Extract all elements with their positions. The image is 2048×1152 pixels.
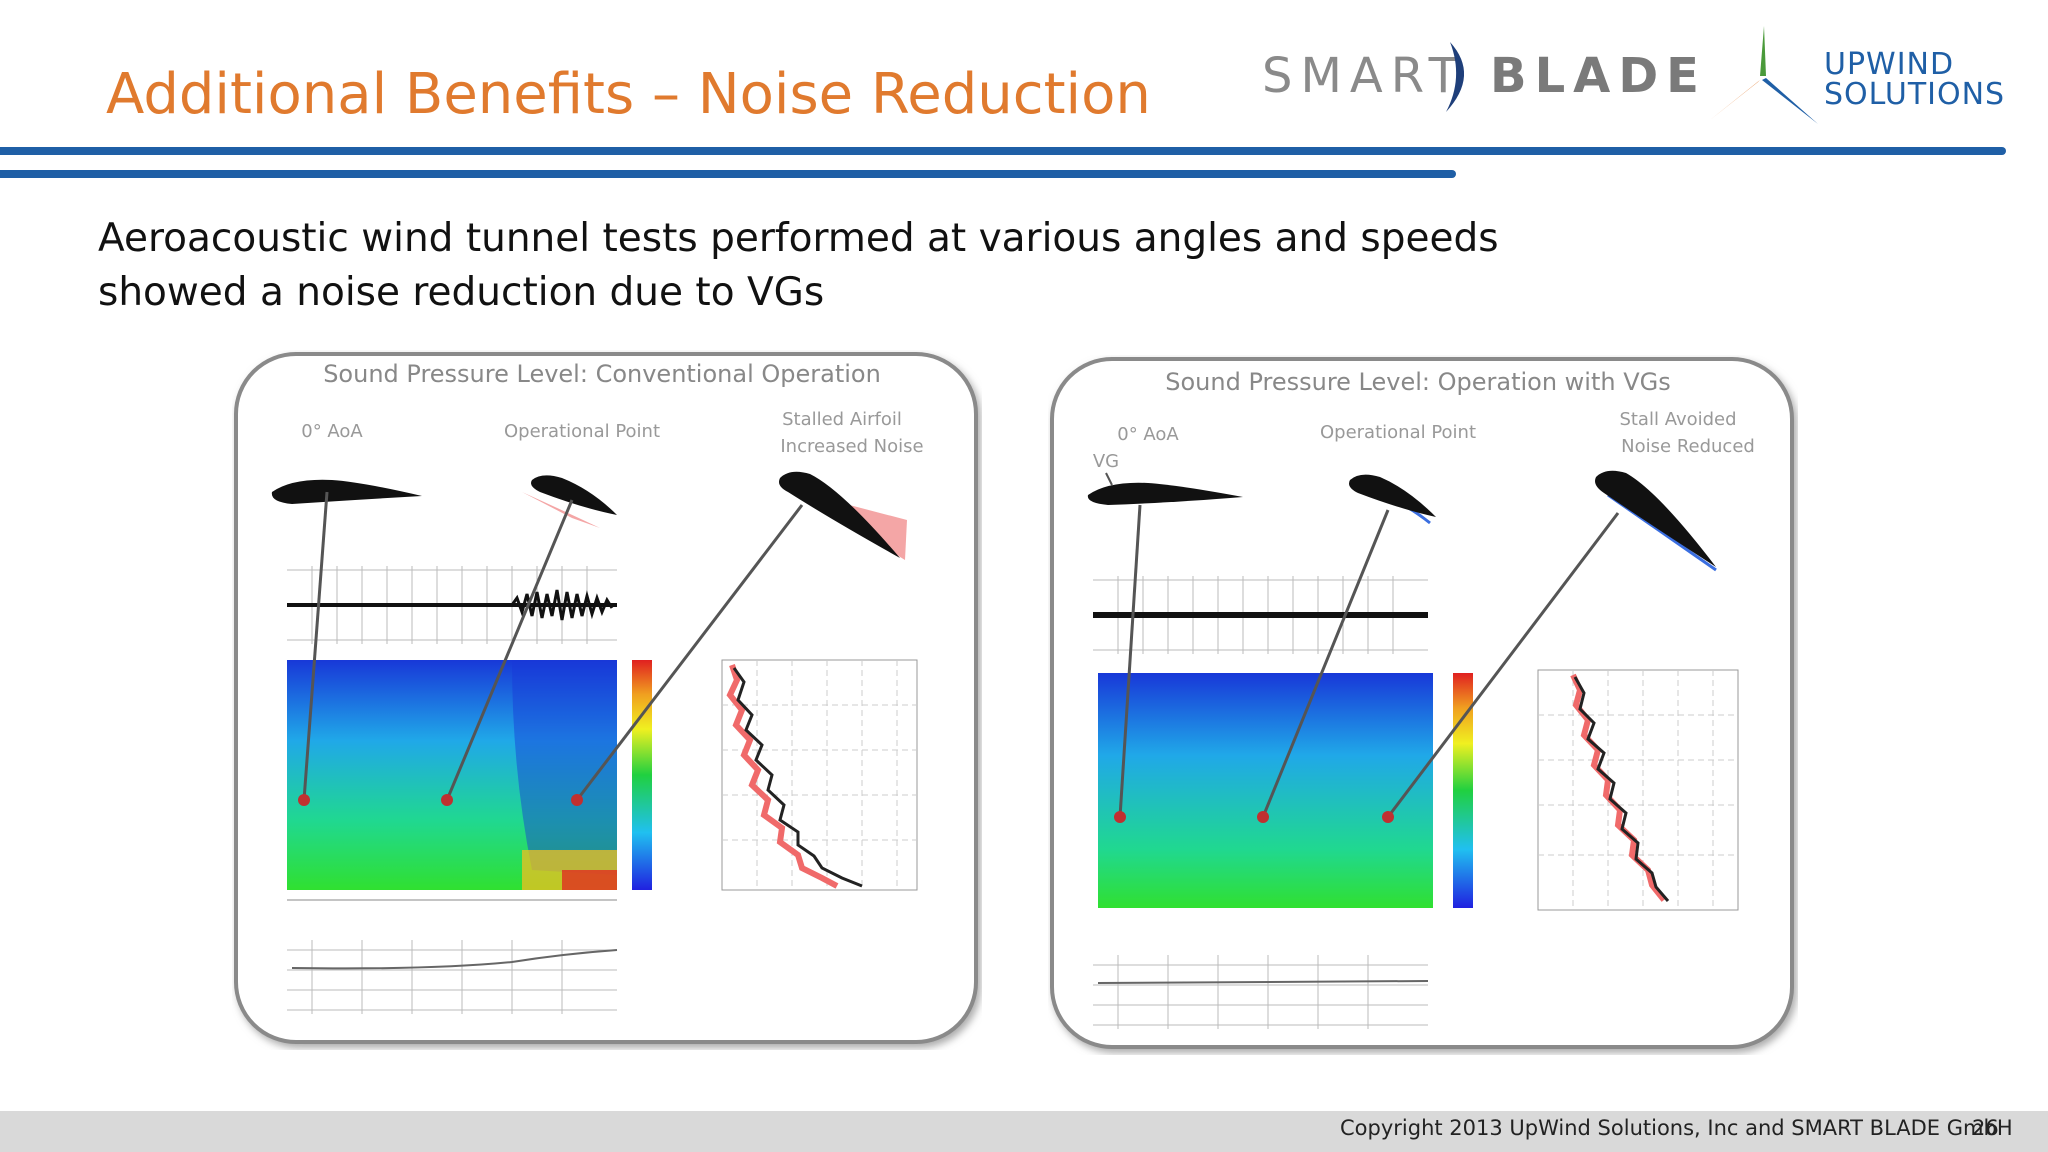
airfoil-op-flow [522, 492, 600, 528]
airfoil-0-aoa [271, 479, 422, 504]
marker-stall-avoided [1382, 811, 1394, 823]
label-operational-point: Operational Point [504, 421, 660, 442]
label-stall-line1: Stall Avoided [1619, 409, 1736, 430]
label-stall-line2: Noise Reduced [1621, 436, 1755, 457]
smart-blade-logo-word2: BLADE [1490, 48, 1707, 104]
time-signal-plot [287, 566, 617, 644]
label-aoa: 0° AoA [1117, 424, 1179, 445]
upwind-logo-line1: UPWIND [1824, 47, 1955, 82]
upwind-solutions-logo: UPWIND SOLUTIONS [1700, 20, 2010, 130]
airfoil-0-aoa [1087, 482, 1243, 505]
figure-conventional-graphic: Sound Pressure Level: Conventional Opera… [234, 352, 978, 1044]
page-number: 26 [1972, 1116, 1999, 1140]
slide-title: Additional Benefits – Noise Reduction [106, 62, 1151, 127]
spectrogram-area [1098, 673, 1433, 908]
smart-blade-logo: SMART BLADE [1262, 40, 1699, 120]
level-plot [1093, 955, 1429, 1029]
spectrogram-stall-band [512, 660, 617, 875]
airfoil-operational [531, 475, 617, 515]
marker-operational [1257, 811, 1269, 823]
upwind-logo-text: UPWIND SOLUTIONS [1824, 50, 2005, 110]
airfoil-stalled [779, 471, 900, 558]
blade-swoosh-icon [1446, 42, 1465, 112]
airfoil-stall-avoided [1595, 470, 1716, 567]
marker-stall [571, 794, 583, 806]
figure-title: Sound Pressure Level: Conventional Opera… [323, 360, 881, 388]
level-plot [287, 940, 618, 1014]
copyright-text: Copyright 2013 UpWind Solutions, Inc and… [1340, 1116, 2013, 1140]
smart-blade-logo-word1: SMART [1262, 48, 1466, 104]
header-rule-top [0, 147, 2006, 155]
label-stall-line1: Stalled Airfoil [782, 409, 902, 430]
figure-operation-with-vgs: Sound Pressure Level: Operation with VGs… [1048, 355, 1798, 1055]
figure-vgs-graphic: Sound Pressure Level: Operation with VGs… [1050, 357, 1794, 1049]
spectrum-plot [721, 659, 918, 891]
airfoil-operational [1349, 474, 1436, 517]
turbine-icon [1710, 26, 1818, 124]
upwind-logo-line2: SOLUTIONS [1824, 77, 2006, 112]
header-rule-bottom [0, 170, 1456, 178]
label-vg: VG [1093, 451, 1119, 472]
label-stall-line2: Increased Noise [780, 436, 923, 457]
spectrum-plot [1537, 669, 1739, 911]
slide-subtitle: Aeroacoustic wind tunnel tests performed… [98, 212, 1499, 320]
colorbar [632, 660, 652, 890]
colorbar [1453, 673, 1473, 908]
subtitle-line-1: Aeroacoustic wind tunnel tests performed… [98, 216, 1499, 261]
subtitle-line-2: showed a noise reduction due to VGs [98, 270, 825, 315]
label-aoa: 0° AoA [301, 421, 363, 442]
figure-conventional-operation: Sound Pressure Level: Conventional Opera… [232, 350, 982, 1050]
time-signal-plot [1093, 576, 1428, 654]
marker-operational [441, 794, 453, 806]
figure-title: Sound Pressure Level: Operation with VGs [1165, 368, 1671, 396]
footer-bar [0, 1111, 2048, 1152]
marker-aoa [1114, 811, 1126, 823]
label-operational-point: Operational Point [1320, 422, 1476, 443]
marker-aoa [298, 794, 310, 806]
vg-pointer [1105, 472, 1113, 486]
